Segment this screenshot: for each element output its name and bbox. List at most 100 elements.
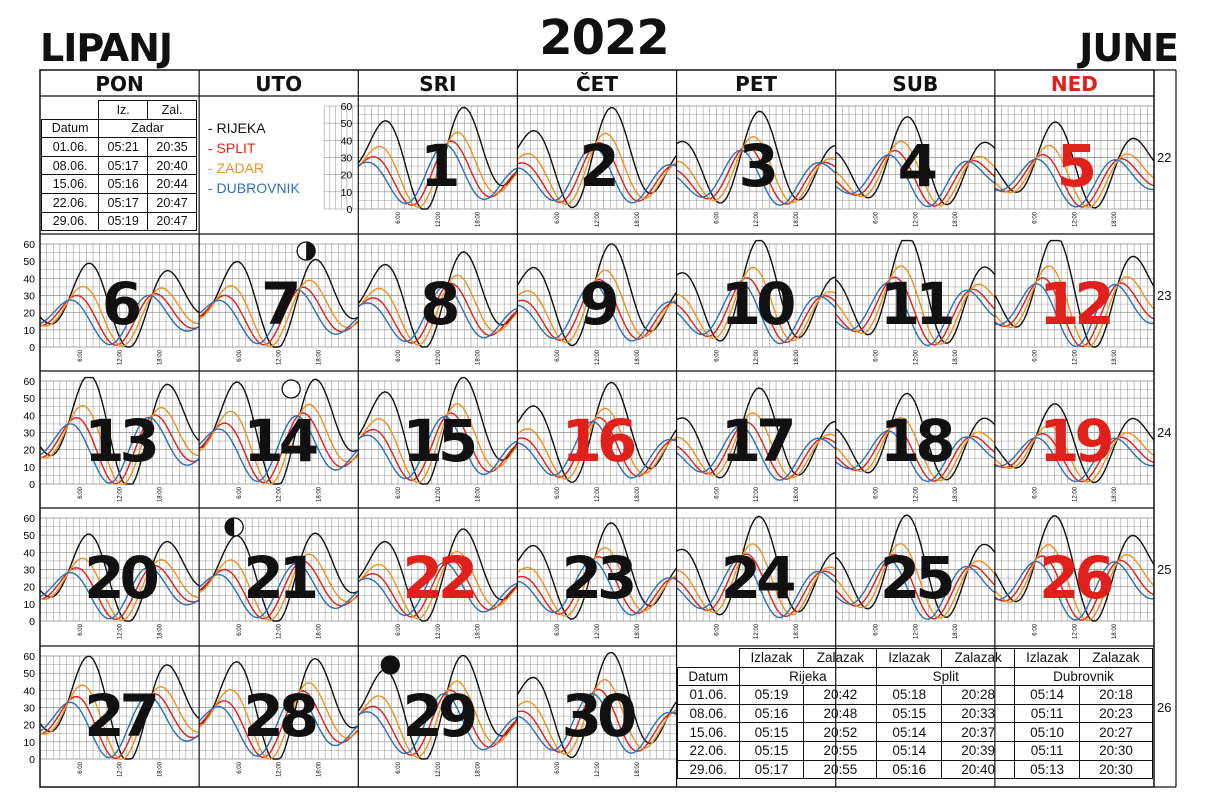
day-number: 19 xyxy=(1039,407,1111,475)
table-cell: 20:35 xyxy=(147,137,197,157)
x-tick-label: 6:00 xyxy=(78,623,84,635)
y-tick-label: 30 xyxy=(23,291,35,303)
weekday-header: SUB xyxy=(892,72,938,96)
x-tick-label: 12:00 xyxy=(277,623,283,639)
table-row: 22.06. 05:17 20:47 xyxy=(40,192,197,213)
tide-line-zadar xyxy=(357,403,518,484)
table-row: 15.06. 05:16 20:44 xyxy=(40,174,197,194)
x-tick-label: 12:00 xyxy=(1072,486,1078,502)
table-subheader-row: Datum Zadar xyxy=(40,118,197,139)
x-tick-label: 18:00 xyxy=(794,623,800,639)
week-number: 26 xyxy=(1157,700,1171,715)
x-tick-label: 12:00 xyxy=(436,623,442,639)
day-number: 13 xyxy=(84,407,155,475)
x-tick-label: 6:00 xyxy=(78,486,84,498)
tide-line-dubrovnik xyxy=(994,437,1155,483)
table-header-cell: Zalazak xyxy=(941,648,1016,668)
month-title-croatian: LIPANJ xyxy=(40,26,173,70)
x-tick-label: 6:00 xyxy=(555,761,561,773)
x-tick-label: 18:00 xyxy=(953,623,959,639)
table-cell: 05:11 xyxy=(1014,703,1081,724)
x-tick-label: 18:00 xyxy=(317,486,323,502)
tide-line-dubrovnik xyxy=(357,285,518,343)
x-tick-label: 18:00 xyxy=(476,349,482,365)
table-row: 01.06. 05:19 20:42 05:18 20:28 05:14 20:18 xyxy=(677,685,1153,705)
y-tick-label: 60 xyxy=(341,101,353,113)
y-tick-label: 20 xyxy=(23,720,35,732)
x-tick-label: 18:00 xyxy=(1112,349,1118,365)
table-cell: 05:11 xyxy=(1014,740,1081,761)
x-tick-label: 12:00 xyxy=(118,623,124,639)
y-tick-label: 10 xyxy=(23,737,35,749)
sunrise-sunset-table-cities: Izlazak Zalazak Izlazak Zalazak Izlazak … xyxy=(677,648,1153,780)
table-header-cell: Rijeka xyxy=(738,666,878,687)
tide-legend: - RIJEKA - SPLIT - ZADAR - DUBROVNIK xyxy=(208,118,300,198)
day-number: 15 xyxy=(402,407,474,475)
table-header-cell: Split xyxy=(876,666,1016,687)
table-cell: 05:14 xyxy=(876,722,943,742)
tide-line-rijeka xyxy=(676,110,836,204)
table-cell: 20:37 xyxy=(941,722,1016,742)
x-tick-label: 18:00 xyxy=(317,623,323,639)
table-header-cell: Iz. xyxy=(98,100,149,120)
x-tick-label: 6:00 xyxy=(237,623,243,635)
table-cell: 05:15 xyxy=(738,740,805,761)
tide-line-split xyxy=(517,688,677,753)
tide-line-zadar xyxy=(994,424,1155,483)
table-cell: 20:55 xyxy=(803,740,878,761)
x-tick-label: 6:00 xyxy=(874,623,880,635)
tide-line-zadar xyxy=(516,407,677,480)
tide-line-dubrovnik xyxy=(994,283,1155,347)
day-number: 6 xyxy=(102,270,140,338)
tide-line-split xyxy=(517,416,677,479)
tide-line-split xyxy=(198,412,359,484)
table-cell: 15.06. xyxy=(40,174,100,194)
tide-line-dubrovnik xyxy=(357,415,518,480)
day-number: 18 xyxy=(880,407,952,475)
tide-line-rijeka xyxy=(199,258,359,348)
day-number: 26 xyxy=(1039,544,1112,612)
y-tick-label: 10 xyxy=(341,187,353,199)
table-row: 08.06. 05:16 20:48 05:15 20:33 05:11 20:23 xyxy=(677,703,1153,724)
table-cell: 05:19 xyxy=(98,211,149,232)
weekday-header: NED xyxy=(1051,72,1098,96)
tide-line-rijeka xyxy=(676,515,836,616)
y-tick-label: 30 xyxy=(341,153,353,165)
x-tick-label: 6:00 xyxy=(396,211,402,223)
table-cell: 20:55 xyxy=(803,759,878,780)
x-tick-label: 6:00 xyxy=(237,761,243,773)
x-tick-label: 18:00 xyxy=(476,623,482,639)
y-tick-label: 0 xyxy=(29,754,35,766)
y-tick-label: 20 xyxy=(23,308,35,320)
month-title-english: JUNE xyxy=(1079,26,1179,70)
day-number: 23 xyxy=(562,544,633,612)
tide-line-zadar xyxy=(357,550,518,620)
weekday-header: PON xyxy=(95,72,143,96)
table-header-cell: Zalazak xyxy=(803,648,878,668)
x-tick-label: 12:00 xyxy=(1072,349,1078,365)
y-tick-label: 60 xyxy=(23,651,35,663)
day-number: 28 xyxy=(243,682,315,750)
tide-line-dubrovnik xyxy=(676,149,837,206)
table-cell: 05:18 xyxy=(876,685,943,705)
week-number: 24 xyxy=(1157,425,1171,440)
tide-line-split xyxy=(517,278,677,342)
table-cell: 05:17 xyxy=(738,759,805,780)
table-row: 08.06. 05:17 20:40 xyxy=(40,155,197,176)
x-tick-label: 12:00 xyxy=(913,486,919,502)
table-header-cell xyxy=(41,100,100,120)
x-tick-label: 12:00 xyxy=(595,761,601,777)
day-number: 14 xyxy=(243,407,316,475)
y-tick-label: 30 xyxy=(23,703,35,715)
y-tick-label: 20 xyxy=(23,445,35,457)
table-cell: 20:28 xyxy=(941,685,1016,705)
table-header-cell: Izlazak xyxy=(876,648,943,668)
tide-line-zadar xyxy=(198,279,359,347)
table-row: 22.06. 05:15 20:55 05:14 20:39 05:11 20:30 xyxy=(677,740,1153,761)
table-cell: 20:33 xyxy=(941,703,1016,724)
tide-line-rijeka xyxy=(676,239,836,342)
table-cell: 01.06. xyxy=(677,685,740,705)
x-tick-label: 6:00 xyxy=(714,623,720,635)
tide-line-zadar xyxy=(39,684,200,760)
day-number: 10 xyxy=(721,270,794,338)
